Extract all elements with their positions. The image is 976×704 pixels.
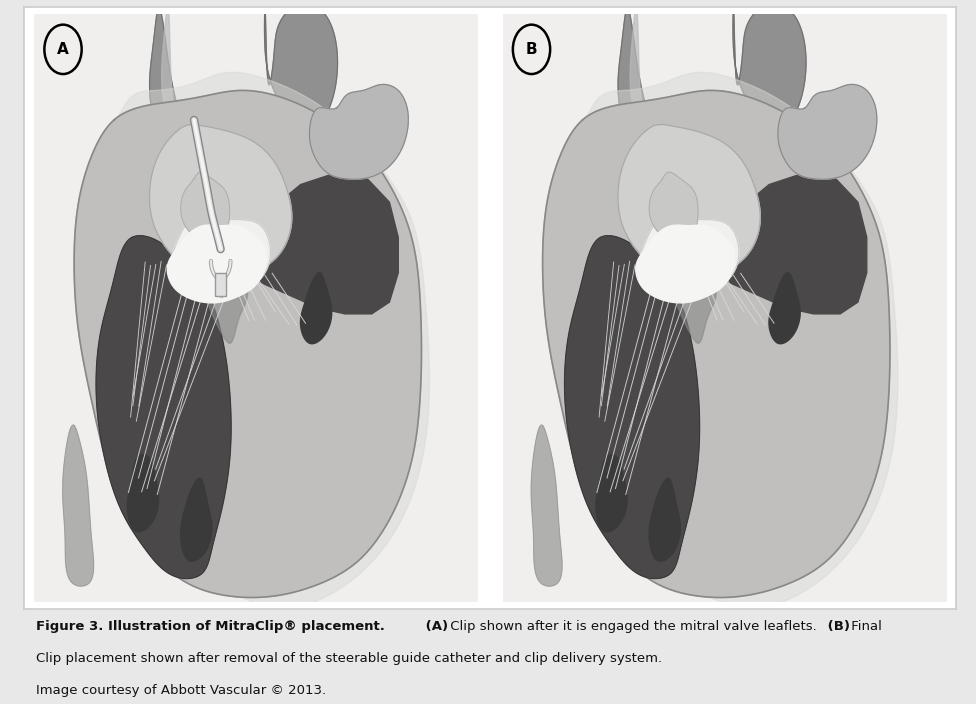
Text: Clip placement shown after removal of the steerable guide catheter and clip deli: Clip placement shown after removal of th… bbox=[35, 652, 662, 665]
Polygon shape bbox=[128, 455, 158, 532]
Text: Final: Final bbox=[847, 620, 882, 633]
Polygon shape bbox=[618, 8, 698, 180]
Text: A: A bbox=[58, 42, 69, 57]
Polygon shape bbox=[640, 218, 739, 297]
Polygon shape bbox=[649, 172, 698, 238]
Polygon shape bbox=[309, 84, 408, 180]
Polygon shape bbox=[543, 90, 890, 598]
Polygon shape bbox=[301, 272, 332, 344]
Polygon shape bbox=[671, 226, 716, 344]
Polygon shape bbox=[229, 172, 398, 314]
Bar bbox=[216, 272, 226, 296]
Polygon shape bbox=[649, 478, 680, 561]
Polygon shape bbox=[564, 236, 700, 579]
Polygon shape bbox=[149, 8, 229, 180]
Polygon shape bbox=[618, 125, 760, 280]
Text: (A): (A) bbox=[421, 620, 448, 633]
Text: Image courtesy of Abbott Vascular © 2013.: Image courtesy of Abbott Vascular © 2013… bbox=[35, 684, 326, 697]
Text: Figure 3. Illustration of MitraClip® placement.: Figure 3. Illustration of MitraClip® pla… bbox=[35, 620, 385, 633]
Polygon shape bbox=[83, 73, 429, 608]
Polygon shape bbox=[698, 172, 867, 314]
Polygon shape bbox=[181, 478, 212, 561]
Text: (B): (B) bbox=[823, 620, 850, 633]
Polygon shape bbox=[62, 425, 94, 586]
Polygon shape bbox=[162, 8, 221, 168]
Polygon shape bbox=[635, 225, 735, 303]
Polygon shape bbox=[551, 73, 898, 608]
Polygon shape bbox=[149, 125, 292, 280]
Polygon shape bbox=[181, 172, 229, 238]
Polygon shape bbox=[531, 425, 562, 586]
Polygon shape bbox=[74, 90, 422, 598]
Polygon shape bbox=[630, 8, 689, 168]
Polygon shape bbox=[733, 4, 806, 132]
Text: B: B bbox=[526, 42, 538, 57]
Polygon shape bbox=[778, 84, 876, 180]
Polygon shape bbox=[203, 226, 248, 344]
Text: Clip shown after it is engaged the mitral valve leaflets.: Clip shown after it is engaged the mitra… bbox=[446, 620, 817, 633]
Polygon shape bbox=[167, 225, 266, 303]
Polygon shape bbox=[769, 272, 800, 344]
Polygon shape bbox=[172, 218, 270, 297]
Polygon shape bbox=[596, 455, 627, 532]
Polygon shape bbox=[264, 4, 338, 132]
Polygon shape bbox=[96, 236, 231, 579]
